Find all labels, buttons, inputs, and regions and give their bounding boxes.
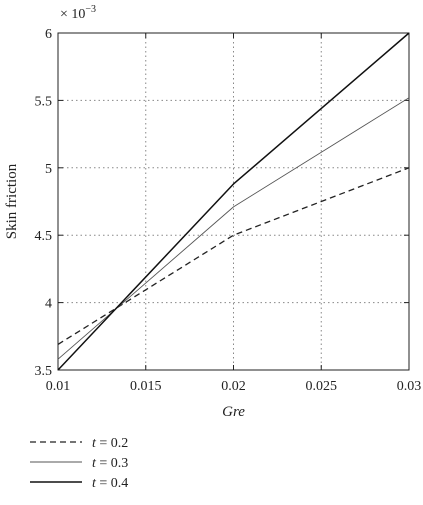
y-axis-multiplier: × 10−3 [60, 4, 96, 22]
y-tick-label: 4 [45, 297, 52, 312]
x-tick-label: 0.025 [306, 379, 338, 394]
x-axis-label: Gre [222, 404, 245, 420]
y-axis-multiplier-exponent: −3 [85, 4, 96, 15]
y-axis-label: Skin friction [4, 163, 20, 239]
legend: t = 0.2t = 0.3t = 0.4 [30, 436, 128, 491]
legend-label-variable: t [92, 476, 97, 491]
legend-label-variable: t [92, 456, 97, 471]
series-line-3 [57, 32, 410, 371]
legend-label-1: t = 0.2 [92, 436, 128, 451]
y-axis-multiplier-base: × 10 [60, 7, 85, 22]
legend-label-variable: t [92, 436, 97, 451]
y-tick-label: 5 [45, 162, 52, 177]
y-tick-label: 5.5 [35, 94, 53, 109]
axis-ticks: 0.01 0.015 0.02 0.025 0.03 3.5 4 4.5 5 5.5 6 [35, 27, 422, 394]
x-tick-label: 0.01 [46, 379, 71, 394]
series-line-1 [57, 167, 410, 345]
legend-label-value: = 0.2 [96, 436, 128, 451]
y-tick-label: 6 [45, 27, 52, 42]
legend-label-value: = 0.4 [96, 476, 128, 491]
grid [58, 33, 409, 370]
y-tick-label: 4.5 [35, 229, 53, 244]
series-lines [57, 32, 410, 371]
x-tick-label: 0.03 [397, 379, 422, 394]
legend-label-3: t = 0.4 [92, 476, 128, 491]
y-tick-label: 3.5 [35, 364, 53, 379]
x-tick-label: 0.015 [130, 379, 162, 394]
legend-label-2: t = 0.3 [92, 456, 128, 471]
x-tick-label: 0.02 [221, 379, 246, 394]
legend-label-value: = 0.3 [96, 456, 128, 471]
